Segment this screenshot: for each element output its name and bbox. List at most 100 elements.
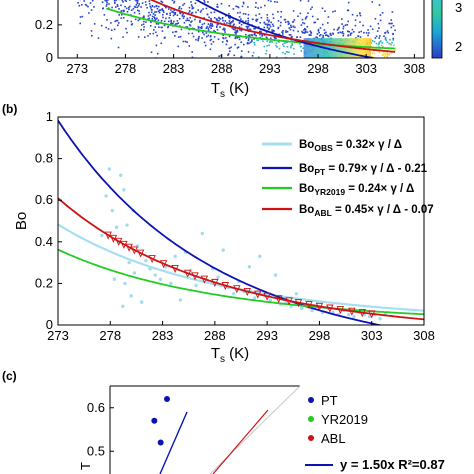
density-cell (238, 16, 241, 18)
density-cell (236, 31, 239, 33)
legend-label-abl: BoABL = 0.45× γ / Δ - 0.07 (299, 204, 434, 218)
density-cell (333, 28, 335, 31)
colorbar-tick-label: 2 (455, 39, 462, 54)
density-cell (342, 32, 345, 35)
density-cell (236, 37, 238, 39)
density-cell (170, 9, 172, 11)
density-cell (313, 21, 315, 24)
density-cell (156, 34, 158, 37)
density-cell (212, 41, 215, 43)
density-cell (290, 24, 292, 27)
density-cell (371, 55, 374, 58)
density-cell (171, 0, 174, 2)
density-cell (179, 35, 182, 38)
density-cell (254, 32, 256, 34)
abl-marker (183, 269, 192, 278)
observation-point (100, 233, 104, 238)
abl-marker (348, 307, 356, 316)
density-cell (316, 18, 319, 20)
density-cell (153, 29, 155, 31)
density-cell (377, 22, 380, 25)
density-cell (204, 44, 207, 47)
density-cell (128, 8, 130, 11)
density-cell (324, 34, 327, 37)
density-cell (267, 21, 270, 23)
density-cell (192, 35, 195, 38)
density-cell (165, 6, 167, 9)
x-tick-label: 278 (115, 61, 137, 76)
density-cell (209, 24, 211, 27)
density-cell (172, 31, 174, 34)
density-cell (150, 7, 152, 9)
density-cell (267, 23, 270, 26)
density-cell (382, 54, 384, 56)
density-cell (332, 10, 334, 13)
panel-b-y-axis-label: Bo (13, 212, 30, 230)
density-cell (158, 11, 161, 14)
density-cell (257, 7, 259, 9)
density-cell (158, 9, 161, 12)
density-cell (176, 14, 179, 16)
observation-point (194, 283, 198, 288)
density-cell (296, 36, 298, 39)
density-cell (241, 5, 244, 8)
density-cell (260, 16, 263, 19)
density-cell (203, 1, 206, 3)
density-cell (173, 0, 176, 3)
density-cell (272, 29, 274, 32)
panel-c-y-axis-label: T (78, 462, 93, 470)
density-cell (163, 11, 165, 13)
density-cell (299, 12, 302, 15)
density-cell (292, 21, 294, 23)
density-cell (342, 27, 345, 30)
density-cell (173, 9, 176, 11)
density-cell (167, 26, 169, 29)
density-cell (184, 40, 187, 43)
density-cell (338, 26, 340, 29)
density-cell (216, 26, 218, 28)
density-cell (152, 13, 155, 15)
panel-c-label: (c) (2, 369, 17, 383)
density-cell (161, 9, 164, 12)
abl-marker (104, 231, 112, 240)
density-cell (283, 42, 286, 44)
density-cell (272, 17, 275, 19)
density-cell (378, 41, 381, 44)
y-tick-label: 0.2 (35, 17, 53, 32)
density-cell (271, 30, 274, 33)
density-cell (158, 5, 160, 8)
density-cell (273, 36, 276, 38)
density-cell (222, 28, 224, 31)
density-cell (87, 5, 89, 8)
density-cell (203, 0, 205, 2)
density-cell (192, 7, 195, 9)
density-cell (260, 6, 262, 9)
y-tick-label: 0.6 (35, 192, 53, 207)
density-cell (267, 0, 270, 2)
density-cell (199, 11, 202, 13)
abl-marker (358, 309, 367, 318)
density-cell (190, 4, 193, 6)
density-cell (386, 51, 388, 54)
legend-label-pt: PT (321, 393, 338, 408)
density-cell (145, 21, 147, 23)
density-cell (224, 28, 226, 31)
density-cell (206, 35, 208, 38)
density-cell (299, 0, 302, 2)
density-cell (277, 11, 279, 13)
density-cell (200, 9, 203, 12)
density-cell (223, 29, 226, 31)
x-tick-label: 293 (256, 328, 278, 343)
density-cell (89, 2, 92, 4)
density-cell (160, 19, 163, 22)
density-cell (266, 19, 269, 21)
density-cell (367, 34, 369, 37)
density-cell (288, 51, 290, 54)
density-cell (185, 19, 187, 22)
density-cell (142, 23, 145, 25)
density-cell (211, 25, 214, 27)
density-cell (347, 20, 349, 23)
density-cell (226, 22, 228, 24)
density-cell (116, 19, 119, 22)
density-cell (137, 0, 139, 2)
